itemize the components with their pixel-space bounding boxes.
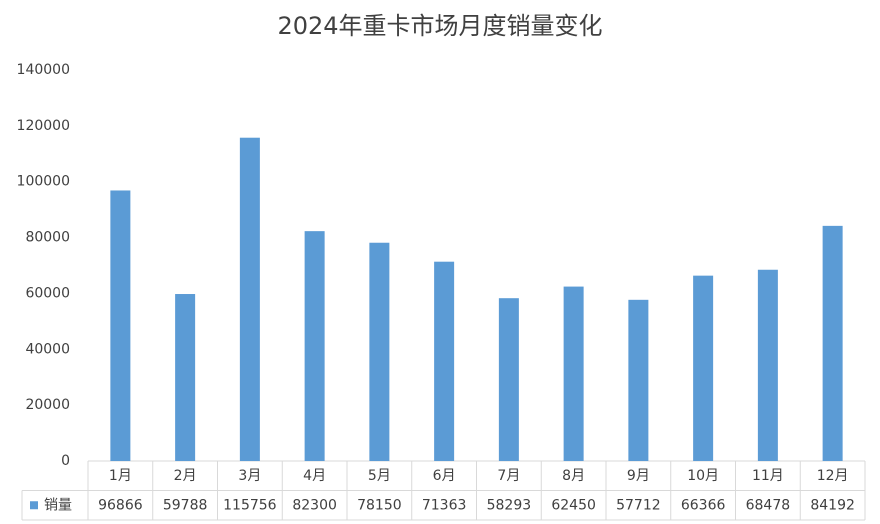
table-value: 58293 [487, 497, 532, 513]
x-tick-label: 4月 [303, 468, 326, 484]
table-value: 66366 [681, 497, 726, 513]
x-tick-label: 12月 [817, 468, 849, 484]
table-value: 71363 [422, 497, 467, 513]
chart-title: 2024年重卡市场月度销量变化 [277, 12, 602, 40]
bar [239, 137, 260, 461]
table-value: 82300 [292, 497, 337, 513]
legend-label: 销量 [44, 497, 72, 513]
table-value: 68478 [746, 497, 791, 513]
y-tick-label: 40000 [25, 341, 70, 357]
bar [628, 299, 649, 461]
table-value: 96866 [98, 497, 143, 513]
x-tick-label: 10月 [687, 468, 719, 484]
bar [304, 231, 325, 461]
y-tick-label: 80000 [25, 230, 70, 246]
bar [369, 242, 390, 461]
x-tick-label: 1月 [109, 468, 132, 484]
table-value: 62450 [551, 497, 596, 513]
bar [498, 298, 519, 461]
legend-swatch [30, 501, 38, 510]
x-tick-label: 6月 [433, 468, 456, 484]
x-tick-label: 9月 [627, 468, 650, 484]
table-value: 84192 [810, 497, 855, 513]
bar [175, 294, 196, 461]
table-value: 57712 [616, 497, 661, 513]
table-value: 78150 [357, 497, 402, 513]
y-tick-label: 60000 [25, 285, 70, 301]
x-tick-label: 3月 [238, 468, 261, 484]
table-value: 115756 [223, 497, 277, 513]
x-tick-label: 7月 [497, 468, 520, 484]
x-tick-label: 5月 [368, 468, 391, 484]
y-tick-label: 120000 [17, 118, 70, 134]
table-value: 59788 [163, 497, 208, 513]
x-tick-label: 2月 [174, 468, 197, 484]
y-tick-label: 100000 [17, 174, 70, 190]
y-tick-label: 20000 [25, 397, 70, 413]
bar [693, 275, 714, 461]
bar [822, 225, 843, 461]
bar [563, 286, 584, 461]
y-tick-label: 140000 [17, 62, 70, 78]
x-tick-label: 8月 [562, 468, 585, 484]
bar [434, 261, 455, 461]
bar [757, 269, 778, 461]
bar [110, 190, 131, 461]
y-tick-label: 0 [61, 453, 70, 469]
x-tick-label: 11月 [752, 468, 784, 484]
